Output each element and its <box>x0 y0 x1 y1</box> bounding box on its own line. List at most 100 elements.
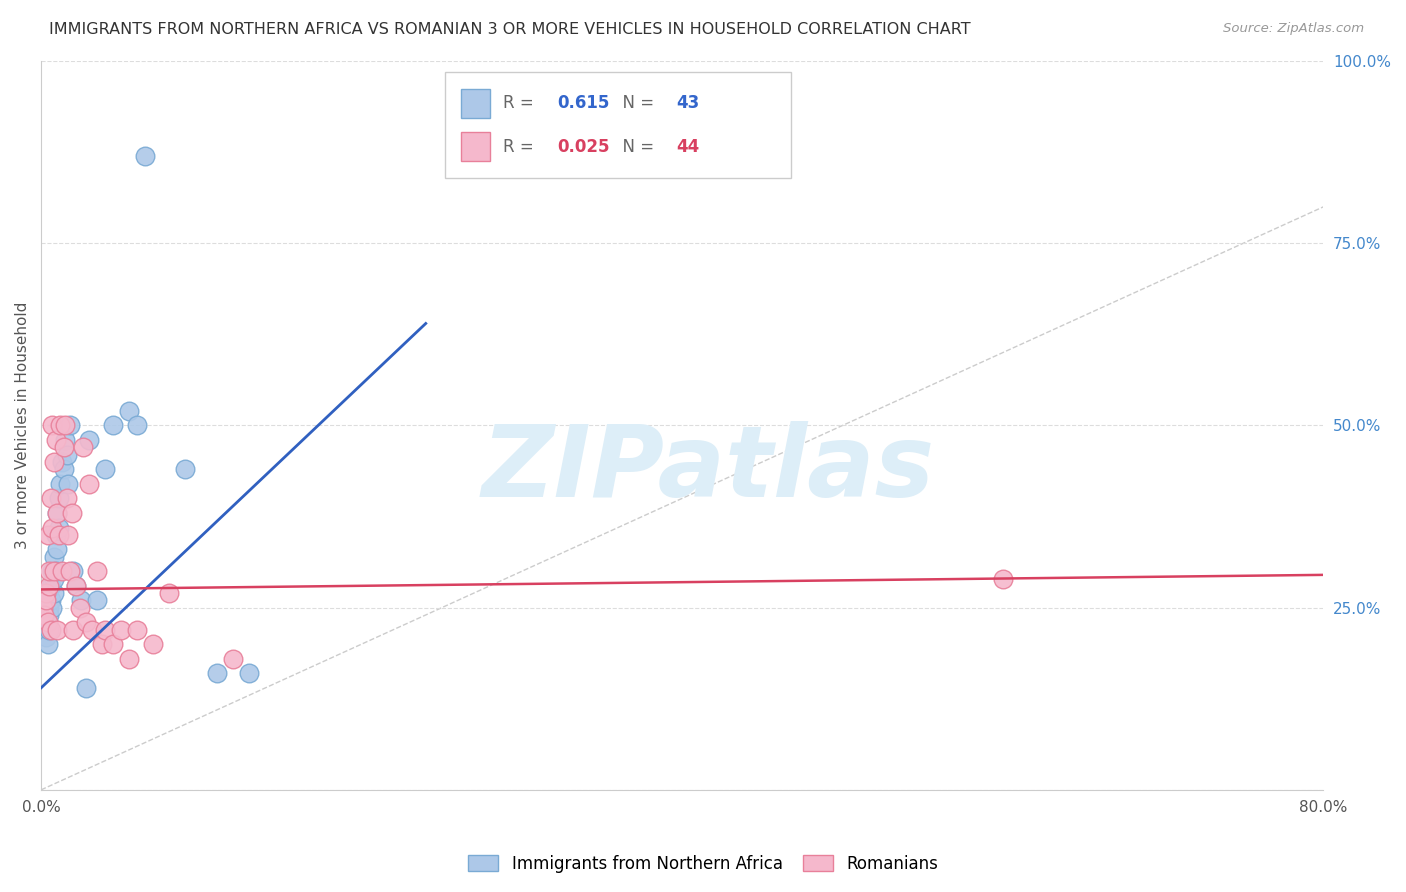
Point <box>118 404 141 418</box>
Point <box>37 615 59 630</box>
Point <box>58 476 80 491</box>
Point <box>65 579 87 593</box>
Point <box>103 418 125 433</box>
Point <box>51 564 73 578</box>
Point <box>44 564 66 578</box>
Point <box>127 418 149 433</box>
Point <box>70 593 93 607</box>
Point <box>94 462 117 476</box>
Point <box>55 448 77 462</box>
Point <box>38 623 60 637</box>
Point <box>991 572 1014 586</box>
Point <box>62 623 84 637</box>
FancyBboxPatch shape <box>461 88 489 118</box>
Point <box>91 637 114 651</box>
Point <box>31 615 53 630</box>
Text: 0.615: 0.615 <box>557 95 609 112</box>
Point <box>38 607 60 622</box>
Y-axis label: 3 or more Vehicles in Household: 3 or more Vehicles in Household <box>15 301 30 549</box>
Point <box>39 623 62 637</box>
Point <box>42 455 65 469</box>
Text: 0.025: 0.025 <box>557 137 609 155</box>
Point <box>59 418 82 433</box>
Point <box>52 441 75 455</box>
Point <box>94 623 117 637</box>
Point <box>75 681 97 695</box>
Point <box>42 564 65 578</box>
Text: R =: R = <box>503 95 538 112</box>
Point <box>35 607 58 622</box>
Point <box>75 615 97 630</box>
Point <box>44 528 66 542</box>
Point <box>157 586 180 600</box>
Point <box>46 542 69 557</box>
Point <box>48 520 70 534</box>
Point <box>34 623 56 637</box>
Text: IMMIGRANTS FROM NORTHERN AFRICA VS ROMANIAN 3 OR MORE VEHICLES IN HOUSEHOLD CORR: IMMIGRANTS FROM NORTHERN AFRICA VS ROMAN… <box>49 22 970 37</box>
Point <box>86 564 108 578</box>
Point <box>59 564 82 578</box>
Point <box>35 586 58 600</box>
Point <box>86 593 108 607</box>
Point <box>110 623 132 637</box>
Point <box>41 600 63 615</box>
Point <box>53 418 76 433</box>
Point <box>58 528 80 542</box>
Text: 43: 43 <box>676 95 699 112</box>
Point <box>52 462 75 476</box>
Point <box>42 549 65 564</box>
Point <box>37 528 59 542</box>
Point <box>46 623 69 637</box>
Point <box>174 462 197 476</box>
Text: 44: 44 <box>676 137 699 155</box>
Point <box>35 593 58 607</box>
Point <box>134 149 156 163</box>
Point <box>60 506 83 520</box>
Point <box>39 491 62 506</box>
Point <box>238 666 260 681</box>
Point <box>55 491 77 506</box>
Point <box>77 476 100 491</box>
Point <box>35 630 58 644</box>
Text: N =: N = <box>612 95 659 112</box>
Point <box>77 433 100 447</box>
Point <box>38 600 60 615</box>
Point <box>118 651 141 665</box>
Text: ZIPatlas: ZIPatlas <box>481 421 935 517</box>
Point <box>69 600 91 615</box>
Point <box>31 600 53 615</box>
Point <box>46 506 69 520</box>
Point <box>46 506 69 520</box>
Point <box>222 651 245 665</box>
Point <box>41 564 63 578</box>
Point <box>48 528 70 542</box>
FancyBboxPatch shape <box>444 72 792 178</box>
Point <box>49 418 72 433</box>
Point <box>65 579 87 593</box>
Point <box>41 418 63 433</box>
Text: R =: R = <box>503 137 538 155</box>
Text: N =: N = <box>612 137 659 155</box>
Point <box>82 623 104 637</box>
Point <box>38 564 60 578</box>
Point <box>37 637 59 651</box>
Point <box>42 572 65 586</box>
Point <box>72 441 94 455</box>
Point <box>48 491 70 506</box>
Point <box>39 593 62 607</box>
Point <box>62 564 84 578</box>
Legend: Immigrants from Northern Africa, Romanians: Immigrants from Northern Africa, Romania… <box>461 848 945 880</box>
Point <box>38 579 60 593</box>
Point <box>127 623 149 637</box>
Point <box>39 579 62 593</box>
Point <box>44 433 66 447</box>
Point <box>103 637 125 651</box>
Point <box>34 607 56 622</box>
Point <box>37 615 59 630</box>
Point <box>41 520 63 534</box>
Point <box>42 586 65 600</box>
Point <box>53 433 76 447</box>
Point <box>142 637 165 651</box>
Point <box>51 455 73 469</box>
Point <box>207 666 229 681</box>
